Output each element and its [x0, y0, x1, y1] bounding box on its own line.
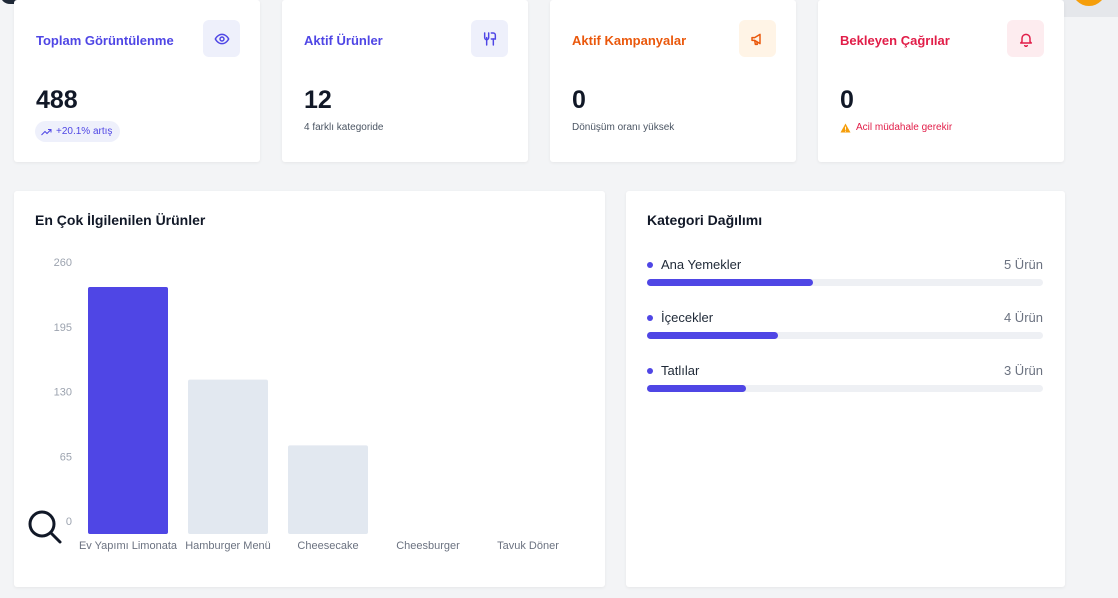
warning-icon — [840, 122, 851, 133]
warning-text: Acil müdahale gerekir — [840, 122, 952, 133]
stat-subtitle: Dönüşüm oranı yüksek — [572, 122, 675, 133]
search-icon[interactable] — [20, 503, 68, 551]
stat-title: Bekleyen Çağrılar — [840, 33, 950, 48]
stat-card-products: Aktif Ürünler 12 4 farklı kategoride — [282, 0, 528, 162]
stat-value: 488 — [36, 86, 78, 114]
stat-title: Aktif Kampanyalar — [572, 33, 687, 48]
y-tick-label: 65 — [60, 451, 72, 463]
trend-text: +20.1% artış — [56, 126, 113, 137]
category-progress-track — [647, 279, 1043, 286]
stat-title: Aktif Ürünler — [304, 33, 383, 48]
megaphone-icon[interactable] — [739, 20, 776, 57]
y-tick-label: 260 — [54, 257, 72, 269]
category-count: 4 Ürün — [1003, 310, 1043, 325]
eye-icon[interactable] — [203, 20, 240, 57]
bar[interactable] — [88, 286, 168, 534]
bar[interactable] — [288, 445, 368, 534]
category-name: İçecekler — [661, 310, 714, 325]
panel-title: En Çok İlgilenilen Ürünler — [35, 212, 206, 228]
bar[interactable] — [188, 379, 268, 534]
category-progress-fill — [647, 279, 814, 286]
top-products-chart: 260 195 130 65 0 Ev Yapımı Limonata Hamburger … — [54, 257, 560, 552]
y-tick-label: 130 — [54, 387, 72, 399]
bell-icon[interactable] — [1007, 20, 1044, 57]
stat-value: 0 — [572, 86, 586, 114]
x-tick-label: Cheesburger — [396, 540, 460, 552]
stat-title: Toplam Görüntülenme — [36, 33, 174, 48]
bullet-dot-icon — [647, 314, 653, 321]
y-tick-label: 195 — [54, 322, 72, 334]
category-progress-track — [647, 385, 1043, 392]
stat-value: 12 — [304, 86, 332, 114]
stat-card-campaigns: Aktif Kampanyalar 0 Dönüşüm oranı yüksek — [550, 0, 796, 162]
stat-card-calls: Bekleyen Çağrılar 0 Acil müdahale gereki… — [818, 0, 1064, 162]
category-progress-track — [647, 332, 1043, 339]
top-products-panel: En Çok İlgilenilen Ürünler 260 195 130 65 0 E… — [14, 191, 605, 587]
warning-label: Acil müdahale gerekir — [856, 122, 953, 133]
trending-up-icon — [41, 128, 52, 135]
x-tick-label: Cheesecake — [297, 540, 358, 552]
stat-card-views: Toplam Görüntülenme 488 +20.1% artış — [14, 0, 260, 162]
category-progress-fill — [647, 332, 778, 339]
x-tick-label: Hamburger Menü — [185, 540, 271, 552]
category-name: Tatlılar — [661, 363, 700, 378]
bullet-dot-icon — [647, 367, 653, 374]
bullet-dot-icon — [647, 261, 653, 268]
category-progress-fill — [647, 385, 746, 392]
stat-value: 0 — [840, 86, 854, 114]
category-count: 5 Ürün — [1003, 257, 1043, 272]
panel-title: Kategori Dağılımı — [647, 212, 763, 228]
utensils-icon[interactable] — [471, 20, 508, 57]
y-tick-label: 0 — [66, 516, 72, 528]
trend-badge: +20.1% artış — [35, 121, 121, 142]
stat-subtitle: 4 farklı kategoride — [304, 122, 384, 133]
category-name: Ana Yemekler — [661, 257, 742, 272]
category-distribution-panel: Kategori Dağılımı Ana Yemekler 5 Ürün İç… — [626, 191, 1065, 587]
x-tick-label: Ev Yapımı Limonata — [79, 540, 178, 552]
x-tick-label: Tavuk Döner — [497, 540, 559, 552]
more-share-button[interactable] — [1072, 0, 1106, 6]
category-count: 3 Ürün — [1003, 363, 1043, 378]
